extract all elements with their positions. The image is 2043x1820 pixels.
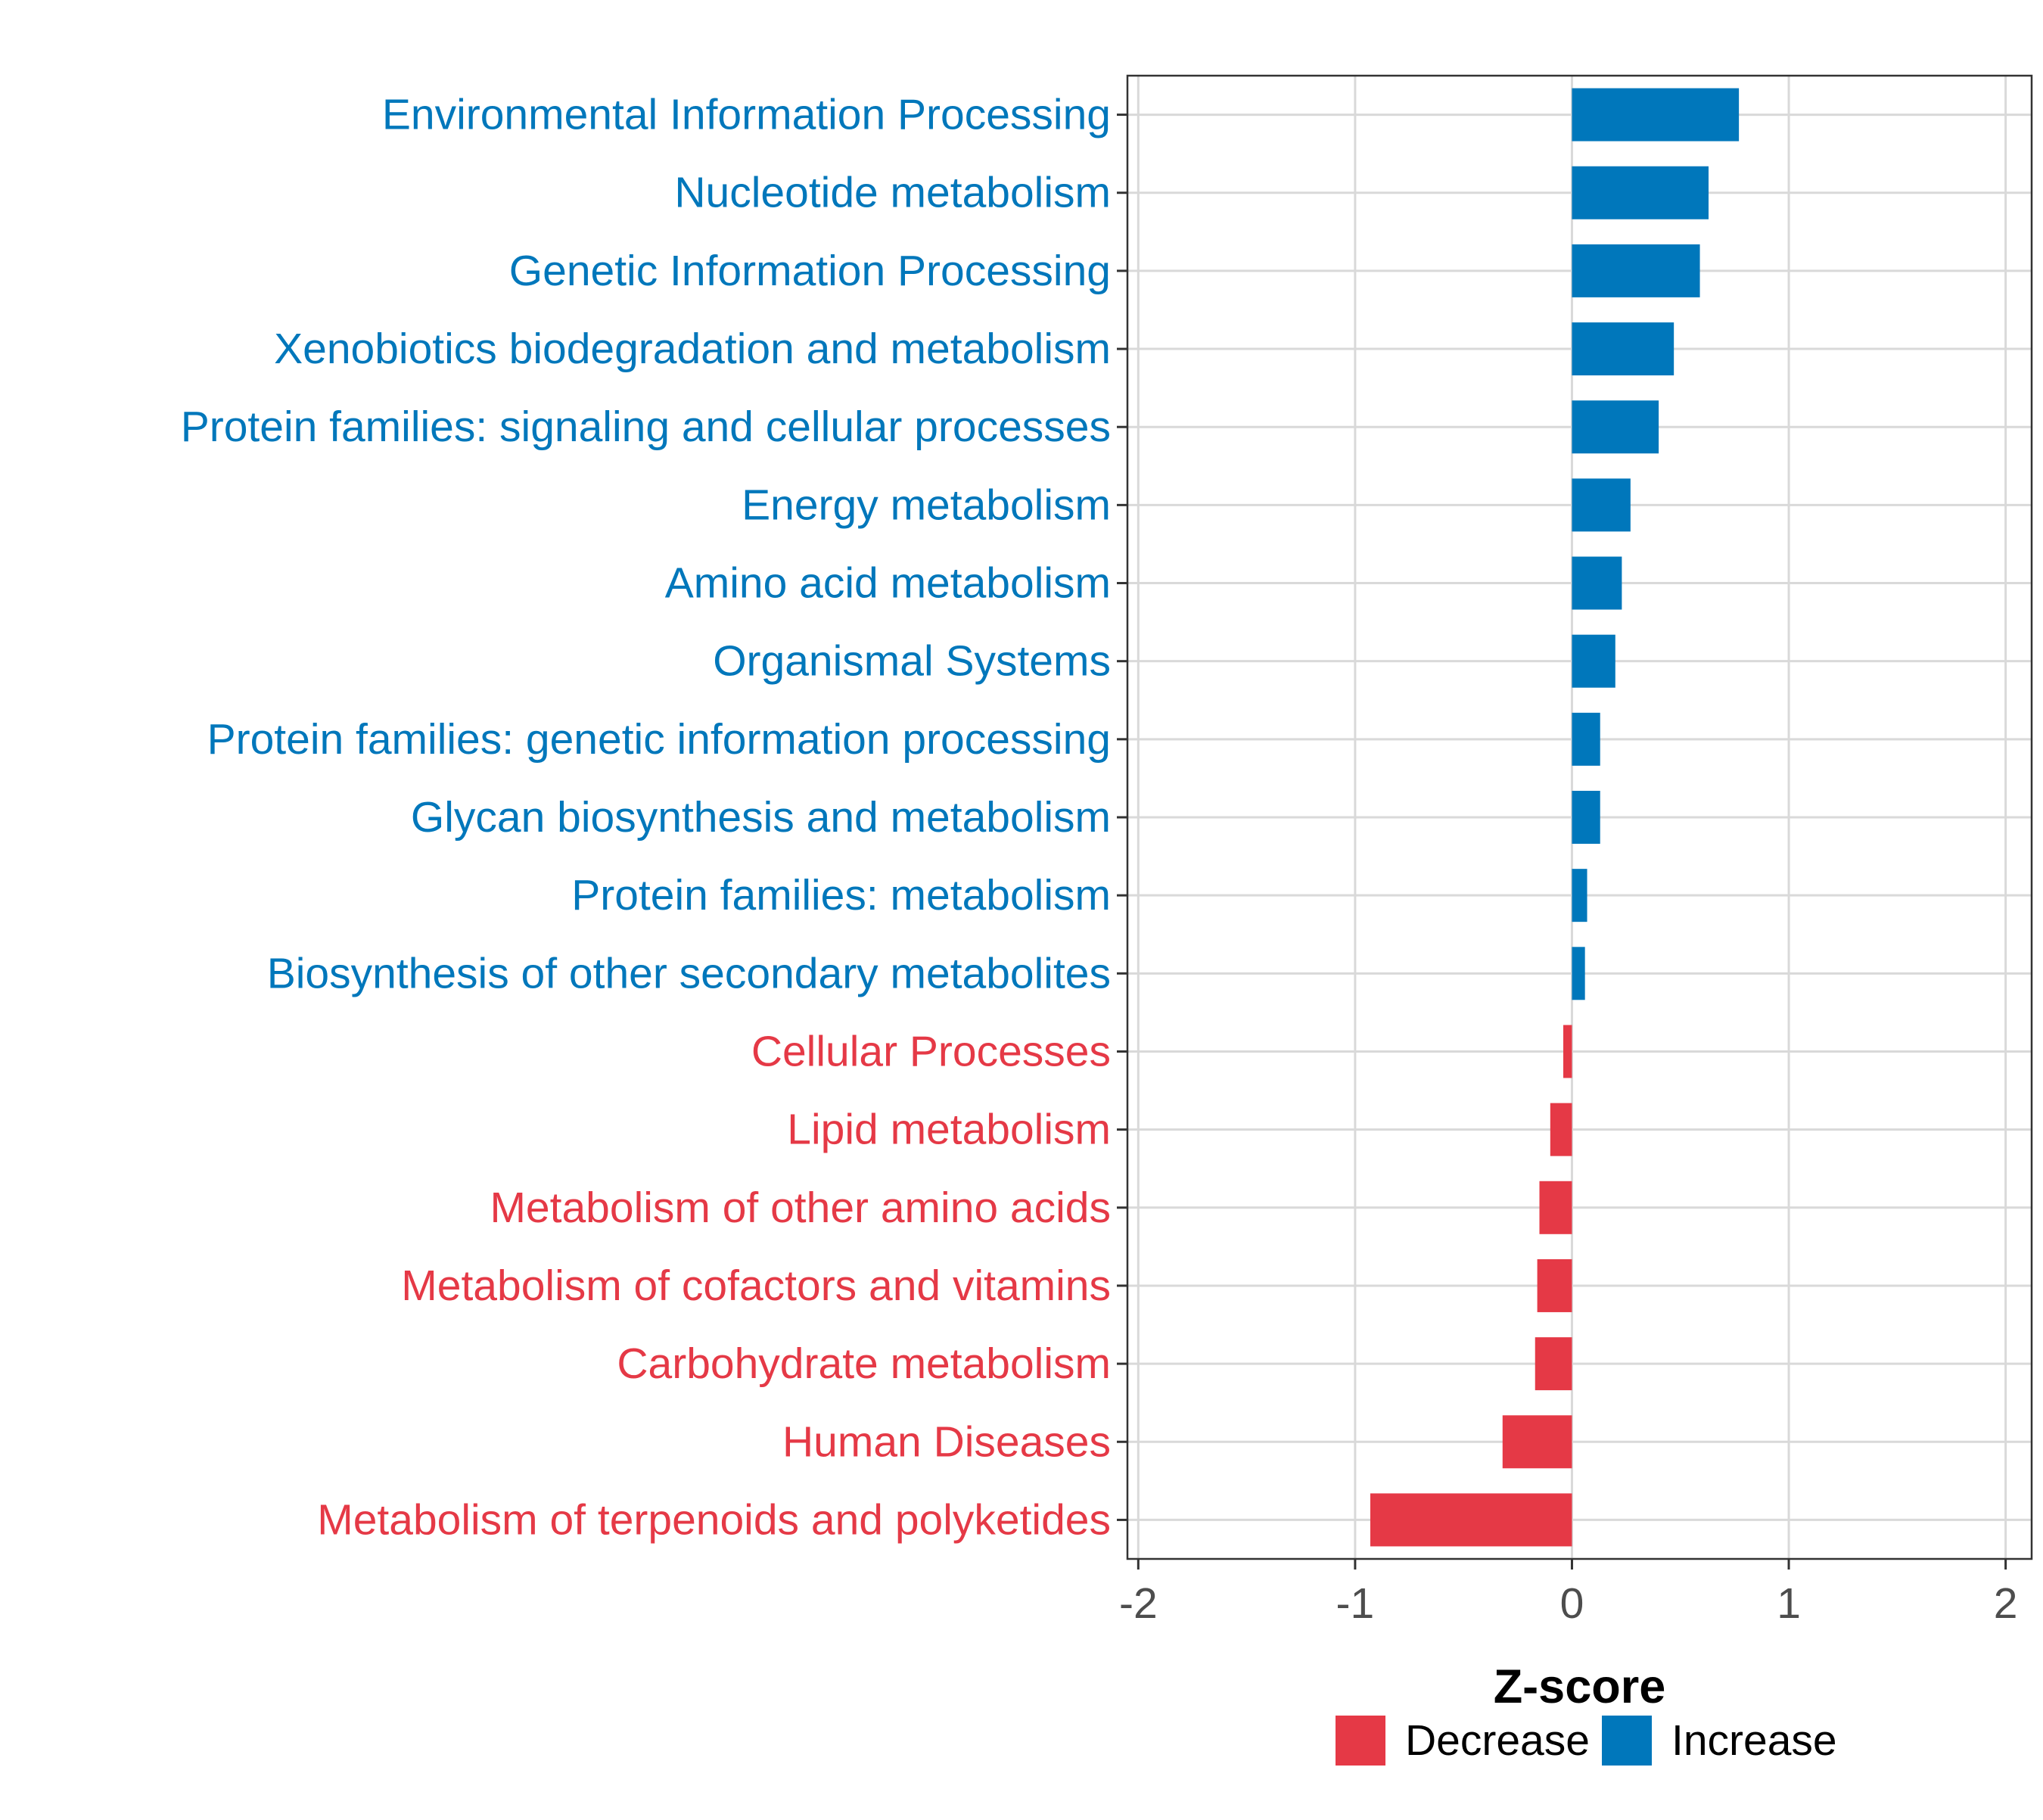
bar-11 xyxy=(1572,947,1585,1000)
bar-8 xyxy=(1572,712,1600,766)
category-label: Xenobiotics biodegradation and metabolis… xyxy=(274,325,1111,373)
bar-7 xyxy=(1572,634,1615,688)
category-label: Human Diseases xyxy=(782,1417,1111,1466)
category-label: Metabolism of other amino acids xyxy=(490,1184,1111,1232)
category-label: Protein families: signaling and cellular… xyxy=(181,403,1111,451)
legend-label: Decrease xyxy=(1405,1716,1590,1765)
category-label: Protein families: metabolism xyxy=(571,871,1111,919)
bar-16 xyxy=(1535,1337,1572,1391)
category-label: Lipid metabolism xyxy=(787,1106,1111,1154)
x-tick-label: -1 xyxy=(1336,1579,1375,1628)
category-label: Carbohydrate metabolism xyxy=(617,1339,1111,1388)
bar-4 xyxy=(1572,400,1659,454)
category-label: Biosynthesis of other secondary metaboli… xyxy=(267,949,1111,997)
category-label: Energy metabolism xyxy=(742,481,1111,529)
x-tick-label: 0 xyxy=(1560,1579,1584,1628)
bar-6 xyxy=(1572,556,1622,610)
category-label: Nucleotide metabolism xyxy=(674,169,1111,217)
bar-5 xyxy=(1572,478,1631,532)
x-axis-title: Z-score xyxy=(1494,1660,1666,1713)
category-label: Metabolism of terpenoids and polyketides xyxy=(317,1495,1111,1544)
x-tick-label: 2 xyxy=(1994,1579,2018,1628)
category-label: Organismal Systems xyxy=(713,637,1111,686)
bar-17 xyxy=(1502,1415,1572,1469)
x-tick-label: -2 xyxy=(1119,1579,1158,1628)
legend-swatch-1 xyxy=(1602,1716,1652,1766)
category-label: Amino acid metabolism xyxy=(665,559,1111,608)
bar-14 xyxy=(1539,1181,1572,1234)
x-tick-label: 1 xyxy=(1777,1579,1801,1628)
bar-0 xyxy=(1572,88,1740,142)
bar-1 xyxy=(1572,166,1709,219)
bar-3 xyxy=(1572,322,1675,376)
bar-10 xyxy=(1572,869,1587,922)
bar-15 xyxy=(1537,1258,1572,1312)
bar-2 xyxy=(1572,244,1700,297)
category-label: Metabolism of cofactors and vitamins xyxy=(401,1262,1111,1310)
category-label: Genetic Information Processing xyxy=(509,247,1111,295)
bar-9 xyxy=(1572,791,1600,844)
category-label: Environmental Information Processing xyxy=(382,91,1111,139)
category-label: Cellular Processes xyxy=(751,1027,1111,1075)
category-label: Glycan biosynthesis and metabolism xyxy=(411,793,1111,842)
category-label: Protein families: genetic information pr… xyxy=(207,715,1111,764)
bar-13 xyxy=(1550,1103,1572,1156)
bar-18 xyxy=(1370,1493,1572,1547)
legend-swatch-0 xyxy=(1336,1716,1385,1766)
bar-12 xyxy=(1563,1025,1572,1078)
legend-label: Increase xyxy=(1671,1716,1837,1765)
